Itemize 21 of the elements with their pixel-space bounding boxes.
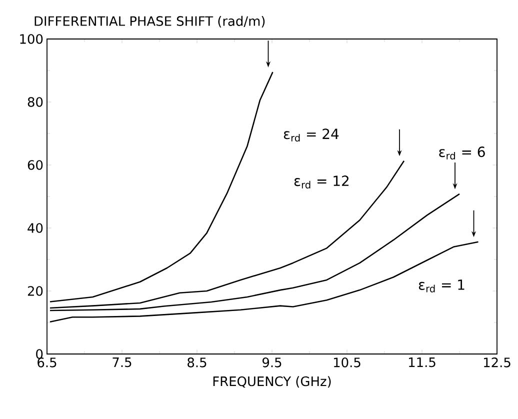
text: ε$_{rd}$ = 12 <box>294 176 348 188</box>
x-tick-label: 10.5 <box>334 358 360 368</box>
y-tick-label: 80 <box>28 97 43 107</box>
y-tick-label: 40 <box>28 223 43 233</box>
x-tick-label: 9.5 <box>262 358 282 368</box>
text: ε$_{rd}$ = 6 <box>439 146 485 160</box>
y-axis-title: DIFFERENTIAL PHASE SHIFT (rad/m) <box>34 16 265 28</box>
x-tick-label: 12.5 <box>484 358 510 368</box>
y-tick-label: 0 <box>36 349 43 359</box>
x-tick-label: 11.5 <box>409 358 436 368</box>
series-label: ε$_{rd}$ = 1 <box>418 280 464 292</box>
x-tick-label: 6.5 <box>38 358 56 368</box>
line-series <box>49 241 479 323</box>
x-tick-label: 8.5 <box>188 358 206 368</box>
y-tick-label: 60 <box>28 160 43 170</box>
y-tick-label: 100 <box>20 34 43 44</box>
line-series <box>49 71 274 302</box>
x-axis-title: FREQUENCY (GHz) <box>213 376 331 388</box>
y-tick-label: 20 <box>28 286 43 296</box>
text: ε$_{rd}$ = 24 <box>284 128 339 142</box>
x-tick-label: 7.5 <box>112 358 132 368</box>
